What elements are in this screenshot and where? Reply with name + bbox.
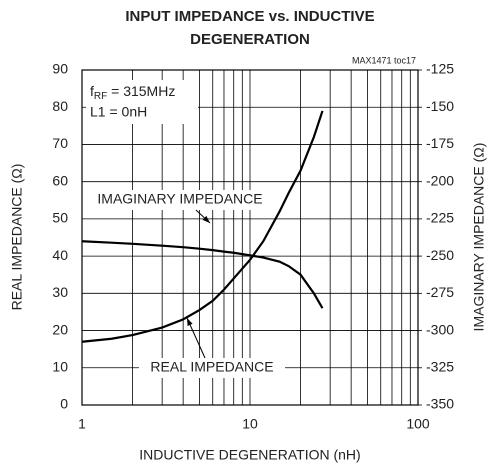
label-bg xyxy=(86,80,198,124)
y-tick-label: 60 xyxy=(52,172,68,188)
y2-tick-label: -125 xyxy=(426,61,454,77)
chart-title: INPUT IMPEDANCE vs. INDUCTIVE xyxy=(125,8,374,25)
y-axis-label: REAL IMPEDANCE (Ω) xyxy=(9,164,25,311)
series-line xyxy=(81,110,324,343)
y2-axis-label: IMAGINARY IMPEDANCE (Ω) xyxy=(471,143,487,332)
x-tick-label: 1 xyxy=(78,416,86,432)
y2-tick-label: -300 xyxy=(426,321,454,337)
x-tick-label: 10 xyxy=(242,416,258,432)
x-axis-label: INDUCTIVE DEGENERATION (nH) xyxy=(139,447,360,463)
y-tick-label: 70 xyxy=(52,135,68,151)
freq-label-rest: = 315MHz xyxy=(107,83,175,99)
freq-label-base: f xyxy=(90,83,94,99)
x-tick-label: 100 xyxy=(406,416,430,432)
y-tick-label: 30 xyxy=(52,284,68,300)
freq-label: fRF = 315MHz xyxy=(90,83,175,102)
y2-tick-label: -150 xyxy=(426,98,454,114)
freq-label-sub: RF xyxy=(94,91,107,102)
y2-tick-label: -250 xyxy=(426,247,454,263)
y-tick-label: 20 xyxy=(52,321,68,337)
series-label: REAL IMPEDANCE xyxy=(150,359,273,375)
chart-title: DEGENERATION xyxy=(190,31,310,48)
series-line xyxy=(81,240,324,309)
y2-tick-label: -325 xyxy=(426,358,454,374)
label-bg xyxy=(139,358,285,378)
arrow-head xyxy=(187,318,193,326)
plot-frame xyxy=(81,69,419,406)
series-label: IMAGINARY IMPEDANCE xyxy=(97,191,262,207)
y2-tick-label: -350 xyxy=(426,396,454,412)
y2-tick-label: -225 xyxy=(426,210,454,226)
y-tick-label: 80 xyxy=(52,98,68,114)
y-tick-label: 40 xyxy=(52,247,68,263)
y2-tick-label: -200 xyxy=(426,172,454,188)
y-tick-label: 0 xyxy=(60,396,68,412)
y-tick-label: 10 xyxy=(52,358,68,374)
y-tick-label: 90 xyxy=(52,61,68,77)
figure-code: MAX1471 toc17 xyxy=(352,55,416,65)
y2-tick-label: -175 xyxy=(426,135,454,151)
y2-tick-label: -275 xyxy=(426,284,454,300)
y-tick-label: 50 xyxy=(52,210,68,226)
label-bg xyxy=(83,190,277,210)
arrow-head xyxy=(202,215,210,223)
l1-label: L1 = 0nH xyxy=(90,104,147,120)
